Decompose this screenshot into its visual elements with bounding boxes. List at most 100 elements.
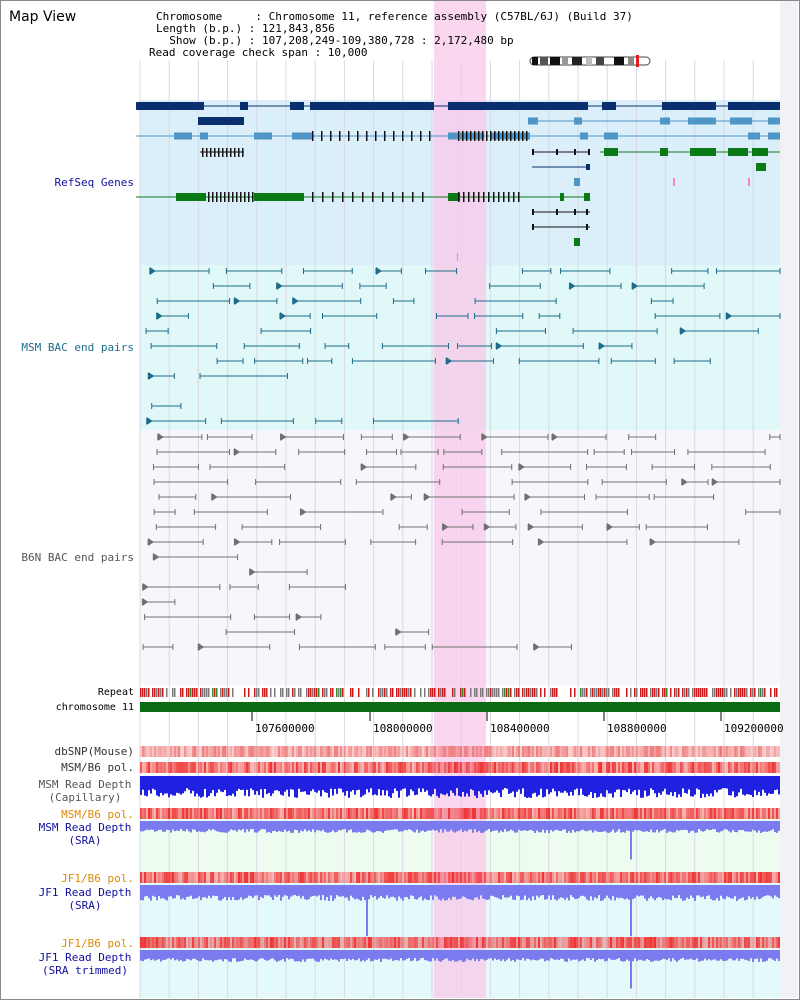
jf1-trim-depth bbox=[428, 950, 430, 962]
track-label-msm-depth-cap[interactable]: MSM Read Depth bbox=[38, 778, 132, 791]
msm-sra-depth bbox=[740, 821, 742, 831]
msm-sra-depth bbox=[386, 821, 388, 831]
jf1-sra-depth bbox=[304, 885, 306, 900]
msm-pol-heat-2 bbox=[326, 808, 328, 819]
track-label-jf1-b6-pol[interactable]: JF1/B6 pol. bbox=[61, 872, 134, 885]
jf1-sra-depth bbox=[164, 885, 166, 900]
jf1-trim-depth bbox=[630, 950, 632, 989]
jf1-pol-heat-2 bbox=[424, 937, 426, 948]
jf1-pol-heat bbox=[198, 872, 200, 883]
jf1-pol-heat bbox=[274, 872, 276, 883]
track-label-b6n-bac[interactable]: B6N BAC end pairs bbox=[21, 551, 134, 564]
msm-capillary-depth bbox=[766, 776, 768, 796]
track-label-repeat[interactable]: Repeat bbox=[97, 687, 134, 698]
jf1-sra-depth bbox=[454, 885, 456, 897]
track-label-jf1-depth-sra[interactable]: JF1 Read Depth bbox=[38, 886, 132, 899]
msm-sra-depth bbox=[692, 821, 694, 831]
jf1-sra-depth bbox=[456, 885, 458, 900]
repeat-element bbox=[244, 688, 246, 697]
msm-pol-heat-2 bbox=[768, 808, 770, 819]
msm-sra-depth bbox=[230, 821, 232, 830]
msm-capillary-depth bbox=[266, 776, 268, 795]
jf1-pol-heat-2 bbox=[172, 937, 174, 948]
dbsnp-heat bbox=[426, 746, 428, 757]
msm-pol-heat-2 bbox=[332, 808, 334, 819]
msm-capillary-depth bbox=[566, 776, 568, 793]
jf1-pol-heat-2 bbox=[144, 937, 146, 948]
msm-pol-heat-2 bbox=[590, 808, 592, 819]
jf1-pol-heat-2 bbox=[640, 937, 642, 948]
msm-sra-depth bbox=[374, 821, 376, 833]
dbsnp-heat bbox=[528, 746, 530, 757]
jf1-pol-heat-2 bbox=[708, 937, 710, 948]
jf1-pol-heat-2 bbox=[174, 937, 176, 948]
msm-sra-depth bbox=[502, 821, 504, 833]
jf1-sra-depth bbox=[448, 885, 450, 898]
jf1-trim-depth bbox=[702, 950, 704, 961]
track-label-jf1-b6-pol-2[interactable]: JF1/B6 pol. bbox=[61, 937, 134, 950]
jf1-pol-heat bbox=[172, 872, 174, 883]
dbsnp-heat bbox=[372, 746, 374, 757]
msm-capillary-depth bbox=[426, 776, 428, 791]
jf1-sra-depth bbox=[638, 885, 640, 897]
msm-capillary-depth bbox=[212, 776, 214, 790]
msm-pol-heat-2 bbox=[228, 808, 230, 819]
repeat-element bbox=[744, 688, 746, 697]
jf1-pol-heat bbox=[436, 872, 438, 883]
jf1-trim-depth bbox=[402, 950, 404, 961]
msm-pol-heat bbox=[702, 762, 704, 773]
jf1-pol-heat-2 bbox=[622, 937, 624, 948]
msm-capillary-depth bbox=[528, 776, 530, 798]
jf1-sra-depth bbox=[570, 885, 572, 895]
track-label-dbsnp[interactable]: dbSNP(Mouse) bbox=[54, 745, 134, 758]
jf1-sra-depth bbox=[308, 885, 310, 900]
track-label-msm-b6-pol-2[interactable]: MSM/B6 pol. bbox=[61, 808, 134, 821]
track-label-refseq-genes[interactable]: RefSeq Genes bbox=[54, 176, 134, 189]
jf1-pol-heat-2 bbox=[340, 937, 342, 948]
jf1-pol-heat bbox=[698, 872, 700, 883]
jf1-sra-depth bbox=[756, 885, 758, 897]
msm-pol-heat bbox=[234, 762, 236, 773]
dbsnp-heat bbox=[714, 746, 716, 757]
jf1-trim-depth bbox=[760, 950, 762, 959]
jf1-pol-heat-2 bbox=[284, 937, 286, 948]
msm-sra-depth bbox=[558, 821, 560, 831]
msm-sra-depth bbox=[362, 821, 364, 833]
msm-sra-depth bbox=[252, 821, 254, 830]
dbsnp-heat bbox=[554, 746, 556, 757]
msm-sra-depth bbox=[316, 821, 318, 831]
dbsnp-heat bbox=[196, 746, 198, 757]
msm-pol-heat-2 bbox=[446, 808, 448, 819]
dbsnp-heat bbox=[290, 746, 292, 757]
dbsnp-heat bbox=[696, 746, 698, 757]
jf1-sra-depth bbox=[176, 885, 178, 896]
gene-exon bbox=[200, 132, 208, 140]
jf1-pol-heat bbox=[526, 872, 528, 883]
jf1-trim-depth bbox=[352, 950, 354, 959]
msm-capillary-depth bbox=[340, 776, 342, 789]
track-label-msm-b6-pol[interactable]: MSM/B6 pol. bbox=[61, 761, 134, 774]
jf1-trim-depth bbox=[216, 950, 218, 961]
track-label-jf1-depth-sra-sub: (SRA) bbox=[68, 899, 102, 912]
jf1-pol-heat-2 bbox=[312, 937, 314, 948]
jf1-pol-heat bbox=[460, 872, 462, 883]
dbsnp-heat bbox=[500, 746, 502, 757]
jf1-trim-depth bbox=[574, 950, 576, 960]
jf1-trim-depth bbox=[254, 950, 256, 962]
b6n-bac-pair-end bbox=[551, 433, 558, 441]
jf1-trim-depth bbox=[660, 950, 662, 960]
repeat-element bbox=[662, 688, 664, 697]
track-label-msm-bac[interactable]: MSM BAC end pairs bbox=[21, 341, 134, 354]
track-label-jf1-depth-trim[interactable]: JF1 Read Depth bbox=[38, 951, 132, 964]
jf1-trim-depth bbox=[288, 950, 290, 960]
track-label-msm-depth-sra[interactable]: MSM Read Depth bbox=[38, 821, 132, 834]
msm-capillary-depth bbox=[218, 776, 220, 790]
dbsnp-heat bbox=[144, 746, 146, 757]
chromosome-ideogram[interactable] bbox=[528, 52, 652, 67]
jf1-pol-heat bbox=[722, 872, 724, 883]
jf1-pol-heat bbox=[356, 872, 358, 883]
jf1-pol-heat-2 bbox=[760, 937, 762, 948]
jf1-trim-depth bbox=[674, 950, 676, 961]
msm-sra-depth bbox=[206, 821, 208, 831]
